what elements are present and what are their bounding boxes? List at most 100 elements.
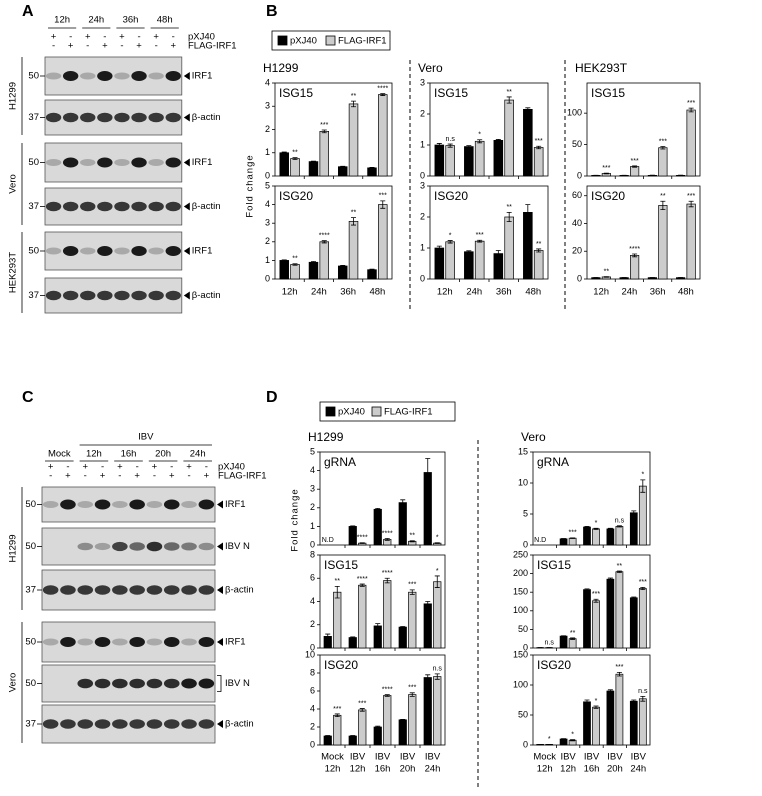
band xyxy=(112,638,128,646)
blot-target: IBV N xyxy=(225,541,250,552)
y-tick-label: 2 xyxy=(265,124,270,134)
error-bar xyxy=(340,265,346,267)
treatment-sign: + xyxy=(102,41,108,52)
treatment-label: pXJ40 xyxy=(188,32,215,43)
x-tick-label: Mock xyxy=(533,752,556,763)
band xyxy=(60,719,76,729)
band xyxy=(129,585,145,595)
error-bar xyxy=(506,96,512,104)
band xyxy=(62,71,79,81)
y-tick-label: 8 xyxy=(310,667,315,677)
band xyxy=(165,201,181,212)
error-bar xyxy=(616,570,622,573)
band xyxy=(198,542,215,551)
bar xyxy=(568,537,577,546)
y-tick-label: 1 xyxy=(420,242,425,252)
chart-title: gRNA xyxy=(324,455,356,469)
x-tick-label: IBV xyxy=(400,752,416,763)
error-bar xyxy=(660,200,666,210)
bar xyxy=(583,701,591,746)
x-tick-label: 24h xyxy=(621,287,637,298)
significance-label: ** xyxy=(292,149,298,156)
time-label: 12h xyxy=(54,15,70,26)
x-tick-label: IBV xyxy=(584,752,600,763)
treatment-sign: + xyxy=(65,471,71,482)
significance-label: *** xyxy=(379,193,387,200)
significance-label: **** xyxy=(357,535,368,542)
band xyxy=(112,678,128,689)
x-tick-label: 12h xyxy=(350,764,366,775)
y-tick-label: 1 xyxy=(310,521,315,531)
error-bar xyxy=(351,217,357,226)
error-bar xyxy=(325,633,331,640)
x-tick-label: IBV xyxy=(350,752,366,763)
y-tick-label: 6 xyxy=(310,573,315,583)
error-bar xyxy=(292,263,298,266)
treatment-sign: - xyxy=(137,32,140,43)
y-tick-label: 0 xyxy=(523,539,528,549)
bar xyxy=(423,603,432,649)
band xyxy=(148,159,164,166)
error-bar xyxy=(400,499,406,506)
time-label: 20h xyxy=(155,449,171,460)
bar xyxy=(348,637,357,649)
error-bar xyxy=(688,200,694,208)
x-tick-label: 16h xyxy=(584,764,600,775)
bar xyxy=(686,203,696,280)
legend-swatch xyxy=(325,406,336,417)
significance-label: *** xyxy=(615,664,623,671)
bar xyxy=(592,706,600,746)
legend-box xyxy=(319,401,456,422)
bar xyxy=(348,526,357,546)
bar xyxy=(615,526,624,546)
error-bar xyxy=(425,674,431,681)
error-bar xyxy=(380,200,386,209)
band xyxy=(112,501,128,508)
band xyxy=(129,499,145,510)
arrowhead xyxy=(217,586,223,594)
bar xyxy=(333,714,342,746)
significance-label: **** xyxy=(382,570,393,577)
x-tick-label: 12h xyxy=(560,764,576,775)
error-bar xyxy=(409,589,415,595)
chart-title: ISG20 xyxy=(434,189,468,203)
bar xyxy=(559,635,568,649)
blot-target: IRF1 xyxy=(225,499,246,510)
size-marker: 37 xyxy=(25,719,36,730)
error-bar xyxy=(561,738,567,740)
treatment-sign: - xyxy=(101,462,104,473)
y-tick-label: 6 xyxy=(310,685,315,695)
band xyxy=(181,678,197,689)
treatment-sign: + xyxy=(100,471,106,482)
y-tick-label: 40 xyxy=(572,218,582,228)
bar xyxy=(279,260,289,280)
y-tick-label: 0 xyxy=(523,739,528,749)
time-label: 16h xyxy=(121,449,137,460)
significance-label: ** xyxy=(604,268,610,275)
treatment-sign: + xyxy=(136,41,142,52)
significance-label: ** xyxy=(506,204,512,211)
bar xyxy=(338,166,348,177)
y-tick-label: 1 xyxy=(265,147,270,157)
significance-label: * xyxy=(595,520,598,527)
band xyxy=(77,542,94,551)
legend-label: pXJ40 xyxy=(290,36,317,47)
arrowhead xyxy=(217,542,223,551)
y-tick-label: 4 xyxy=(265,199,270,209)
y-tick-label: 0 xyxy=(577,170,582,180)
band xyxy=(62,290,79,301)
error-bar xyxy=(369,166,375,169)
band xyxy=(94,678,111,689)
error-bar xyxy=(477,139,483,144)
bar xyxy=(333,591,342,649)
bar xyxy=(358,709,367,746)
panel-letter: B xyxy=(266,3,278,20)
size-marker: 50 xyxy=(25,541,36,552)
band-bracket xyxy=(217,675,222,692)
band xyxy=(181,585,197,595)
bar xyxy=(592,528,600,546)
band xyxy=(129,719,145,729)
time-label: 36h xyxy=(123,15,139,26)
error-bar xyxy=(593,527,599,530)
bar xyxy=(638,485,647,546)
